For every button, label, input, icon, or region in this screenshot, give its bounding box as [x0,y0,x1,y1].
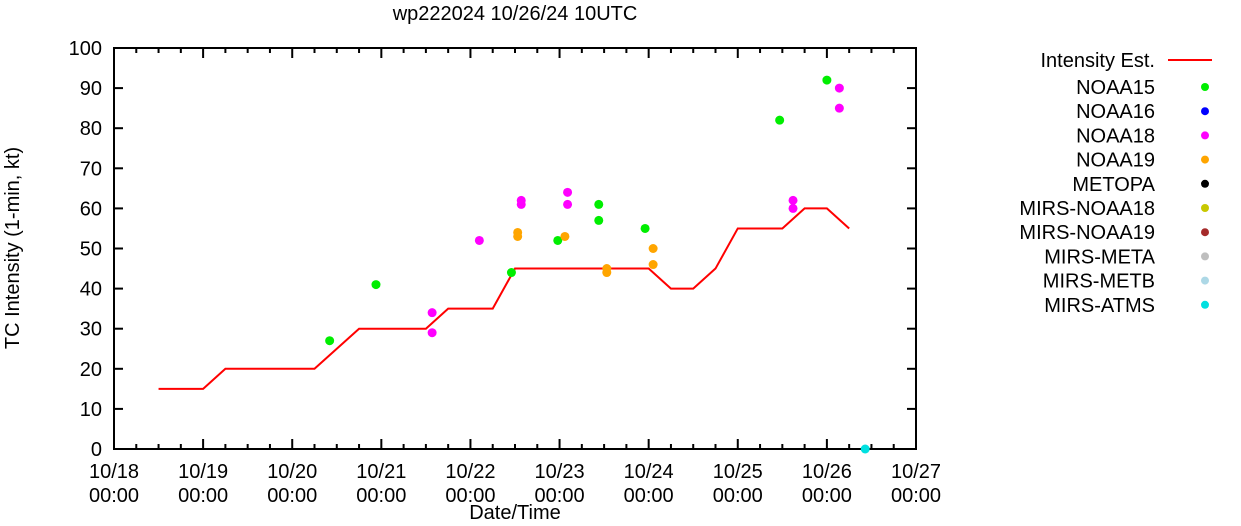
point-mirs-atms [860,444,870,454]
point-noaa15 [775,115,785,125]
legend-label: NOAA19 [1076,150,1155,172]
plot-frame [113,47,917,450]
point-noaa19 [560,231,570,241]
x-tick-date: 10/26 [802,461,852,483]
y-tick-label: 50 [80,239,102,261]
x-tick-date: 10/21 [356,461,406,483]
x-tick-time: 00:00 [713,485,763,507]
x-tick-time: 00:00 [178,485,228,507]
point-noaa15 [822,75,832,85]
legend-label: MIRS-NOAA18 [1019,198,1155,220]
x-tick-time: 00:00 [535,485,585,507]
point-noaa15 [553,235,563,245]
x-tick-time: 00:00 [891,485,941,507]
legend-label: NOAA18 [1076,125,1155,147]
point-noaa15 [640,223,650,233]
legend-label: MIRS-NOAA19 [1019,222,1155,244]
x-tick-date: 10/22 [445,461,495,483]
point-noaa15 [325,336,335,346]
x-tick-time: 00:00 [445,485,495,507]
x-tick-time: 00:00 [356,485,406,507]
point-noaa19 [513,231,523,241]
x-tick-date: 10/19 [178,461,228,483]
point-noaa18 [834,103,844,113]
legend-marker [1201,276,1209,285]
y-tick-label: 10 [80,399,102,421]
x-tick-date: 10/25 [713,461,763,483]
legend-marker [1201,179,1209,188]
point-noaa18 [563,187,573,197]
point-noaa18 [474,235,484,245]
legend-label: METOPA [1072,174,1155,196]
legend-label: NOAA16 [1076,101,1155,123]
x-tick-time: 00:00 [267,485,317,507]
y-tick-label: 30 [80,319,102,341]
legend-marker [1201,131,1209,140]
point-noaa18 [788,195,798,205]
point-noaa19 [648,260,658,270]
legend-marker [1201,228,1209,237]
x-tick-time: 00:00 [802,485,852,507]
point-noaa18 [834,83,844,93]
legend-marker [1201,300,1209,309]
y-tick-label: 80 [80,118,102,140]
point-noaa15 [371,280,381,290]
x-tick-date: 10/23 [535,461,585,483]
point-noaa18 [788,203,798,213]
y-tick-label: 90 [80,78,102,100]
x-tick-date: 10/18 [89,461,139,483]
point-noaa15 [594,199,604,209]
x-tick-date: 10/27 [891,461,941,483]
y-tick-label: 40 [80,279,102,301]
point-noaa19 [648,244,658,253]
y-tick-label: 60 [80,198,102,220]
legend-marker [1201,252,1209,261]
y-tick-label: 100 [69,38,102,60]
x-tick-date: 10/24 [624,461,674,483]
chart-title: wp222024 10/26/24 10UTC [392,3,638,25]
x-tick-date: 10/20 [267,461,317,483]
legend-marker [1201,107,1209,116]
legend-label-intensity-est: Intensity Est. [1041,50,1156,72]
legend-marker [1201,83,1209,91]
intensity-est-line [158,207,850,390]
legend-marker [1201,155,1209,164]
point-noaa15 [506,268,516,278]
point-noaa19 [602,268,612,278]
point-noaa18 [427,328,437,338]
legend-label: NOAA15 [1076,77,1155,99]
legend-label: MIRS-ATMS [1044,295,1155,317]
legend-label: MIRS-META [1044,246,1155,268]
legend-label: MIRS-METB [1043,271,1155,293]
x-axis-label: Date/Time [469,502,561,521]
point-noaa18 [516,199,526,209]
point-noaa18 [563,199,573,209]
y-tick-label: 20 [80,359,102,381]
y-tick-label: 70 [80,158,102,180]
point-noaa18 [427,308,437,318]
y-tick-label: 0 [91,439,102,461]
x-tick-time: 00:00 [89,485,139,507]
point-noaa15 [594,215,604,225]
x-tick-time: 00:00 [624,485,674,507]
legend-marker [1201,204,1209,212]
y-axis-label: TC Intensity (1-min, kt) [2,147,24,349]
